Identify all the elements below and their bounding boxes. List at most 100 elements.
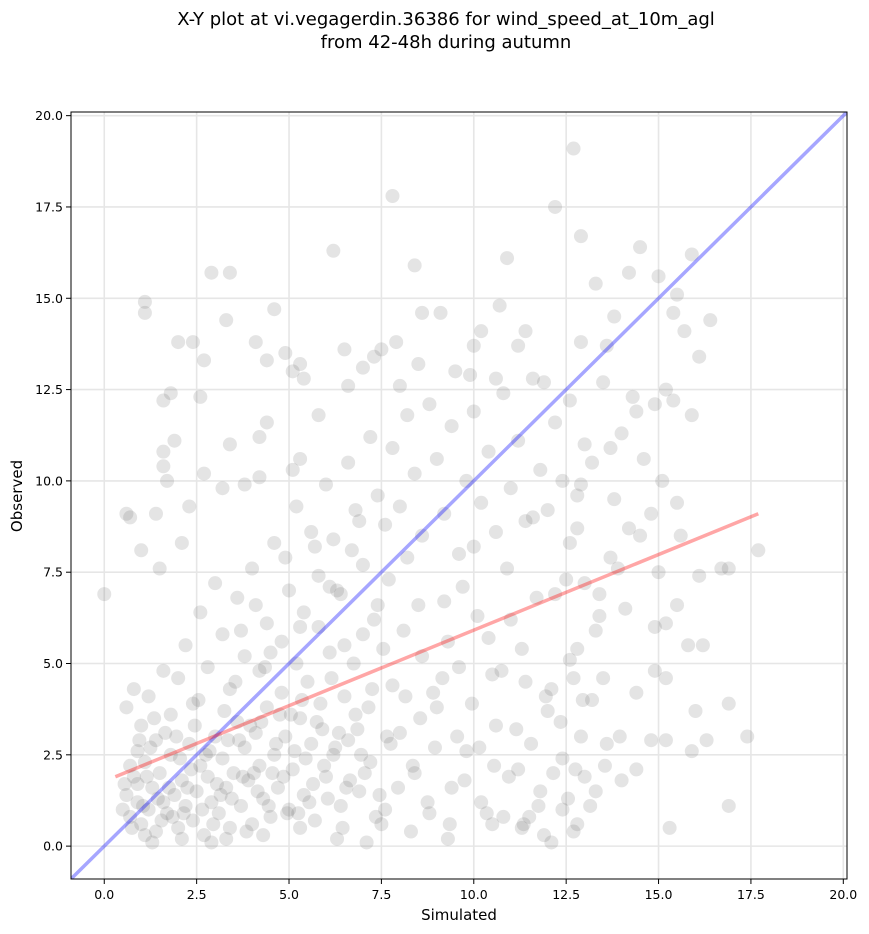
- data-point: [293, 357, 308, 372]
- data-point: [333, 587, 348, 602]
- data-point: [681, 638, 696, 653]
- data-point: [185, 696, 200, 711]
- data-point: [555, 802, 570, 817]
- data-point: [278, 550, 293, 565]
- data-point: [367, 349, 382, 364]
- data-point: [219, 780, 234, 795]
- data-point: [270, 780, 285, 795]
- data-point: [511, 433, 526, 448]
- data-point: [670, 495, 685, 510]
- data-point: [341, 733, 356, 748]
- data-point: [326, 532, 341, 547]
- data-point: [533, 462, 548, 477]
- data-point: [568, 762, 583, 777]
- data-point: [435, 671, 450, 686]
- chart-title: X-Y plot at vi.vegagerdin.36386 for wind…: [177, 9, 715, 53]
- data-point: [466, 338, 481, 353]
- data-point: [285, 762, 300, 777]
- data-point: [315, 722, 330, 737]
- data-point: [442, 817, 457, 832]
- data-point: [536, 828, 551, 843]
- data-point: [342, 773, 357, 788]
- data-point: [524, 736, 539, 751]
- data-point: [208, 729, 223, 744]
- data-point: [503, 481, 518, 496]
- data-point: [647, 619, 662, 634]
- data-point: [163, 386, 178, 401]
- data-point: [677, 324, 692, 339]
- data-point: [381, 572, 396, 587]
- data-point: [612, 729, 627, 744]
- data-point: [463, 367, 478, 382]
- data-point: [237, 649, 252, 664]
- data-point: [699, 733, 714, 748]
- data-point: [152, 766, 167, 781]
- data-point: [361, 700, 376, 715]
- data-point: [331, 725, 346, 740]
- data-point: [494, 663, 509, 678]
- data-point: [385, 189, 400, 204]
- data-point: [422, 806, 437, 821]
- data-point: [450, 729, 465, 744]
- data-point: [429, 700, 444, 715]
- data-point: [337, 342, 352, 357]
- data-point: [326, 747, 341, 762]
- data-point: [241, 773, 256, 788]
- data-point: [235, 769, 250, 784]
- data-point: [437, 594, 452, 609]
- data-point: [400, 408, 415, 423]
- data-point: [285, 364, 300, 379]
- data-point: [629, 685, 644, 700]
- data-point: [330, 831, 345, 846]
- data-point: [184, 762, 199, 777]
- data-point: [150, 791, 165, 806]
- x-axis-ticks: 0.0 2.5 5.0 7.5 10.0 12.5 15.0 17.5 20.0: [94, 879, 857, 902]
- data-point: [407, 466, 422, 481]
- y-axis-ticks: 0.0 2.5 5.0 7.5 10.0 12.5 15.0 17.5 20.0: [35, 108, 71, 854]
- data-point: [566, 141, 581, 156]
- y-axis-label: Observed: [8, 460, 26, 532]
- data-point: [452, 546, 466, 561]
- data-point: [174, 535, 189, 550]
- data-point: [307, 539, 322, 554]
- data-point: [488, 718, 503, 733]
- data-point: [226, 766, 241, 781]
- chart-title-line-1: X-Y plot at vi.vegagerdin.36386 for wind…: [177, 9, 715, 30]
- data-point: [481, 444, 496, 459]
- x-tick-label: 7.5: [371, 887, 391, 902]
- data-point: [363, 430, 378, 445]
- data-point: [182, 499, 197, 514]
- data-point: [496, 386, 511, 401]
- data-point: [237, 740, 252, 755]
- data-point: [459, 473, 474, 488]
- reference-lines: [71, 112, 847, 879]
- data-point: [322, 645, 337, 660]
- data-point: [126, 682, 141, 697]
- data-point: [472, 740, 487, 755]
- data-point: [204, 795, 219, 810]
- data-point: [306, 777, 321, 792]
- data-point: [533, 784, 548, 799]
- data-point: [392, 378, 407, 393]
- data-point: [265, 766, 280, 781]
- data-point: [318, 769, 333, 784]
- data-point: [440, 831, 455, 846]
- regression-line: [114, 512, 759, 779]
- data-point: [481, 630, 496, 645]
- data-point: [618, 601, 633, 616]
- data-point: [174, 773, 189, 788]
- data-point: [614, 426, 629, 441]
- data-point: [154, 813, 169, 828]
- data-point: [239, 824, 254, 839]
- data-point: [548, 587, 563, 602]
- data-point: [658, 382, 673, 397]
- data-point: [267, 747, 282, 762]
- data-point: [215, 751, 230, 766]
- data-point: [294, 693, 309, 708]
- data-point: [132, 733, 147, 748]
- data-point: [230, 590, 245, 605]
- data-point: [191, 693, 206, 708]
- data-point: [544, 835, 559, 850]
- data-point: [398, 689, 413, 704]
- data-point: [296, 787, 311, 802]
